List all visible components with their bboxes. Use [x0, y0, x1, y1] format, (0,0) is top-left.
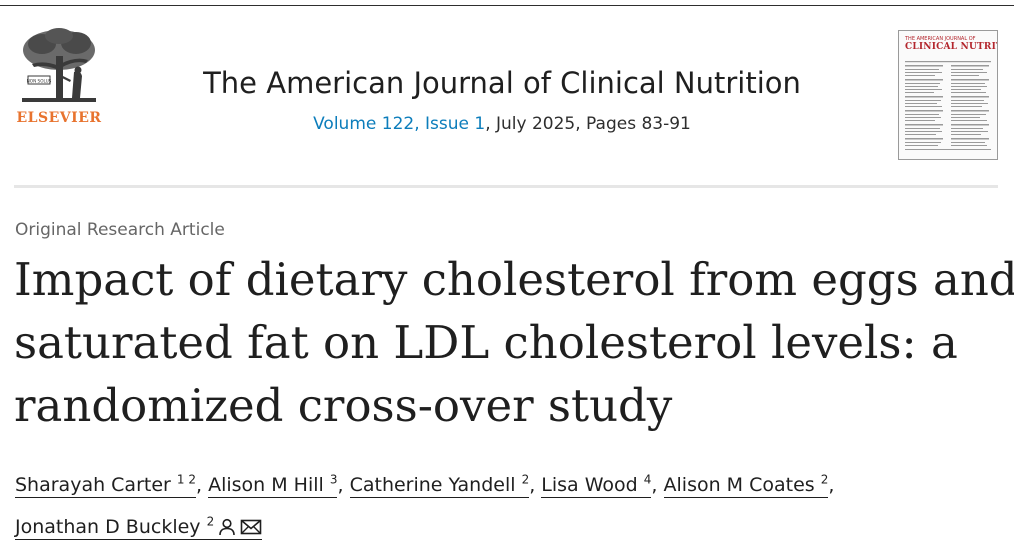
- issue-line: Volume 122, Issue 1, July 2025, Pages 83…: [150, 114, 854, 134]
- author-name: Sharayah Carter: [15, 474, 171, 497]
- cover-contents-lines: [905, 61, 991, 150]
- author-link[interactable]: Alison M Coates 2: [663, 473, 829, 499]
- article-title: Impact of dietary cholesterol from eggs …: [14, 248, 1014, 437]
- author-name: Jonathan D Buckley: [15, 515, 201, 538]
- author-affiliation: 3: [329, 473, 338, 487]
- author-link[interactable]: Jonathan D Buckley 2: [15, 514, 263, 540]
- publisher-logo[interactable]: NON SOLUS ELSEVIER: [14, 26, 104, 132]
- author-affiliation: 2: [521, 473, 530, 487]
- header-separator: [14, 185, 998, 188]
- author-name: Alison M Coates: [663, 474, 815, 497]
- author-affiliation: 2: [820, 473, 829, 487]
- logo-motto: NON SOLUS: [27, 79, 52, 84]
- top-rule: [0, 5, 1014, 6]
- author-name: Catherine Yandell: [349, 474, 516, 497]
- article-title-line: randomized cross-over study: [14, 379, 673, 432]
- author-list: Sharayah Carter 1 2, Alison M Hill 3, Ca…: [15, 473, 835, 540]
- author-name: Lisa Wood: [541, 474, 638, 497]
- author-affiliation: 4: [643, 473, 652, 487]
- cover-top-line: THE AMERICAN JOURNAL OF: [905, 36, 976, 42]
- elsevier-tree-logo-icon: NON SOLUS: [22, 28, 96, 102]
- author-link[interactable]: Alison M Hill 3: [208, 473, 338, 499]
- author-link[interactable]: Catherine Yandell 2: [349, 473, 530, 499]
- volume-issue-link[interactable]: Volume 122, Issue 1: [313, 114, 486, 134]
- author-affiliation: 2: [206, 514, 215, 529]
- person-icon: [219, 518, 236, 535]
- envelope-icon: [240, 519, 262, 534]
- publisher-name: ELSEVIER: [16, 110, 102, 126]
- article-type: Original Research Article: [15, 220, 225, 240]
- issue-date-pages: , July 2025, Pages 83-91: [485, 114, 691, 134]
- author-link[interactable]: Sharayah Carter 1 2: [15, 473, 196, 499]
- author-name: Alison M Hill: [208, 474, 324, 497]
- cover-title: CLINICAL NUTRITION: [905, 42, 997, 52]
- author-link[interactable]: Lisa Wood 4: [541, 473, 652, 499]
- journal-cover-thumbnail[interactable]: THE AMERICAN JOURNAL OF CLINICAL NUTRITI…: [898, 30, 998, 160]
- article-title-line: Impact of dietary cholesterol from eggs …: [14, 253, 1014, 306]
- journal-title[interactable]: The American Journal of Clinical Nutriti…: [203, 66, 801, 100]
- article-title-line: saturated fat on LDL cholesterol levels:…: [14, 316, 958, 369]
- author-affiliation: 1 2: [176, 473, 196, 487]
